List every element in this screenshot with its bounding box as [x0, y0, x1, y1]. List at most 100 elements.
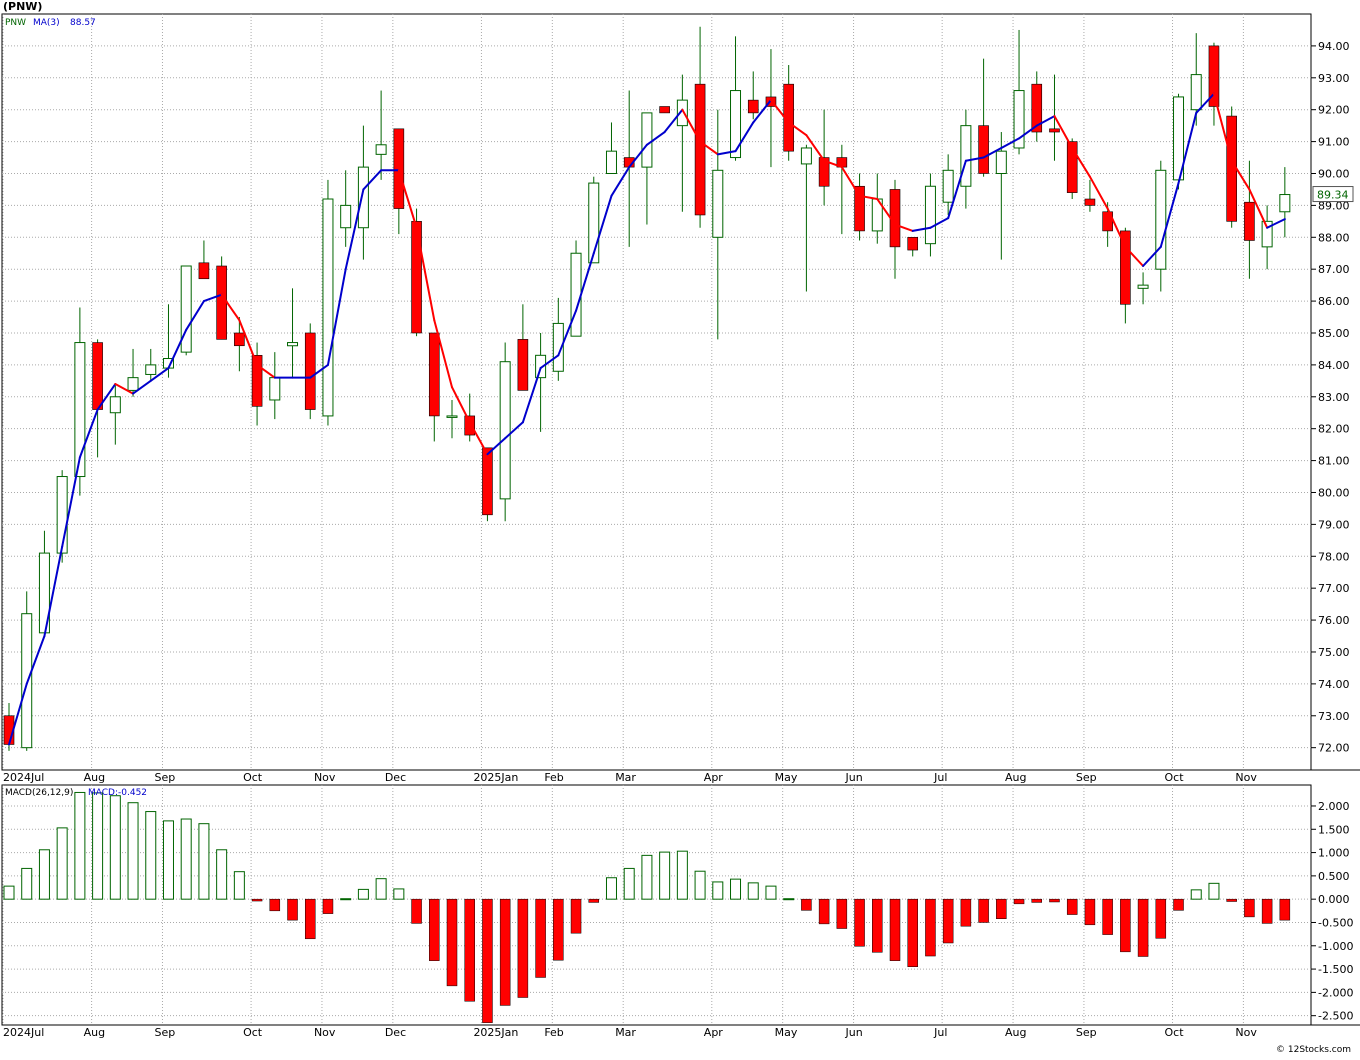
macd-legend-label: MACD(26,12,9) — [5, 788, 73, 798]
macd-bar-negative — [889, 898, 901, 961]
ma3-segment — [256, 363, 276, 379]
ma3-segment — [1035, 115, 1056, 127]
price-grid: 72.00 73.00 74.00 75.00 76.00 77.00 78.00 79.00… — [2, 40, 1350, 755]
ma3-segment — [185, 300, 205, 331]
macd-x-label: Aug — [1005, 1026, 1026, 1039]
candle — [127, 348, 139, 397]
ma3-segment — [468, 421, 489, 456]
macd-bar-negative — [907, 898, 918, 967]
macd-bar-negative — [1102, 898, 1113, 935]
ma3-segment — [415, 226, 436, 322]
candle — [588, 176, 600, 264]
candle — [74, 307, 86, 496]
price-x-label: Sep — [154, 771, 175, 784]
candle — [659, 106, 670, 114]
ma3-segment — [1248, 188, 1269, 229]
macd-bar-negative — [836, 898, 848, 929]
candle-body-up — [1279, 194, 1291, 213]
macd-x-label: Oct — [243, 1026, 263, 1039]
macd-bar-positive — [730, 878, 742, 900]
ma3-segment — [628, 143, 648, 169]
price-x-label: Nov — [314, 771, 336, 784]
macd-bar-positive — [162, 820, 174, 900]
macd-bar-negative — [269, 898, 281, 912]
ma3-segment — [132, 379, 152, 395]
ma3-segment — [1124, 245, 1145, 267]
ma3-segment — [894, 223, 914, 232]
price-x-label: Oct — [1165, 771, 1185, 784]
price-tick-label: 78.00 — [1318, 550, 1350, 563]
ma3-segment — [344, 188, 365, 271]
candle — [1084, 179, 1096, 212]
candle — [1261, 205, 1273, 270]
macd-bar-negative — [482, 898, 493, 1023]
macd-bar-positive — [180, 818, 192, 900]
price-tick-label: 86.00 — [1318, 295, 1350, 308]
candle-body-down — [92, 342, 103, 410]
price-x-label: Mar — [615, 771, 636, 784]
ma3-segment — [238, 319, 259, 366]
candle — [198, 240, 210, 280]
macd-tick-label: -2.000 — [1318, 986, 1353, 999]
macd-histogram — [3, 791, 1291, 1023]
candle-body-down — [1226, 115, 1237, 222]
ma3-segment — [1230, 159, 1251, 191]
candle — [180, 265, 192, 356]
candle — [818, 109, 830, 206]
candle-body-down — [1084, 198, 1096, 206]
candle — [251, 342, 263, 426]
ma3-segment — [96, 383, 117, 411]
candle-body-up — [1261, 220, 1273, 248]
ma3-segment — [1071, 146, 1091, 178]
macd-bar-negative — [429, 898, 440, 961]
macd-x-label: Dec — [385, 1026, 406, 1039]
ma3-segment — [1177, 111, 1198, 185]
ma3-segment — [78, 408, 99, 459]
macd-bar-negative — [1013, 898, 1025, 905]
candle — [375, 90, 387, 180]
macd-x-label: Nov — [1235, 1026, 1257, 1039]
ma3-segment — [451, 386, 471, 424]
candle-body-up — [269, 377, 281, 401]
candle — [322, 179, 334, 426]
candle-body-up — [570, 252, 582, 337]
ma3-segment — [592, 194, 613, 255]
macd-bar-negative — [1031, 898, 1043, 903]
ma3-segment — [1053, 115, 1074, 149]
legend-ma-value: 88.57 — [70, 18, 96, 28]
price-tick-label: 83.00 — [1318, 391, 1350, 404]
candle — [907, 236, 919, 257]
macd-tick-label: 0.000 — [1318, 893, 1350, 906]
candle — [1173, 93, 1185, 190]
ma3-segment — [539, 354, 560, 370]
ma3-segment — [8, 682, 28, 746]
price-tick-label: 92.00 — [1318, 104, 1350, 117]
price-tick-label: 75.00 — [1318, 646, 1350, 659]
candle-body-up — [340, 204, 352, 229]
macd-bar-negative — [464, 898, 475, 1002]
macd-bar-positive — [38, 849, 50, 900]
candle-body-up — [180, 265, 192, 353]
candle-body-down — [482, 447, 493, 516]
price-x-label: Jun — [845, 771, 863, 784]
candle-body-up — [641, 112, 653, 168]
macd-x-label: Jun — [845, 1026, 863, 1039]
ma3-segment — [1106, 207, 1127, 248]
price-tick-label: 91.00 — [1318, 136, 1350, 149]
footer-credit: © 12Stocks.com — [1276, 1045, 1351, 1055]
ma3-segment — [1088, 175, 1109, 210]
macd-bar-negative — [978, 898, 989, 923]
macd-bar-negative — [1173, 898, 1184, 911]
price-tick-label: 74.00 — [1318, 678, 1350, 691]
macd-bar-negative — [322, 898, 334, 914]
candle — [1137, 272, 1149, 305]
macd-x-label: Sep — [154, 1026, 175, 1039]
macd-tick-label: -0.500 — [1318, 916, 1353, 929]
price-tick-label: 76.00 — [1318, 614, 1350, 627]
ma3-segment — [734, 121, 755, 153]
macd-tick-label: 1.500 — [1318, 823, 1350, 836]
candle — [109, 384, 121, 445]
ma3-segment — [769, 99, 790, 124]
candle-body-up — [1137, 284, 1149, 289]
ma3-segment — [947, 159, 967, 220]
